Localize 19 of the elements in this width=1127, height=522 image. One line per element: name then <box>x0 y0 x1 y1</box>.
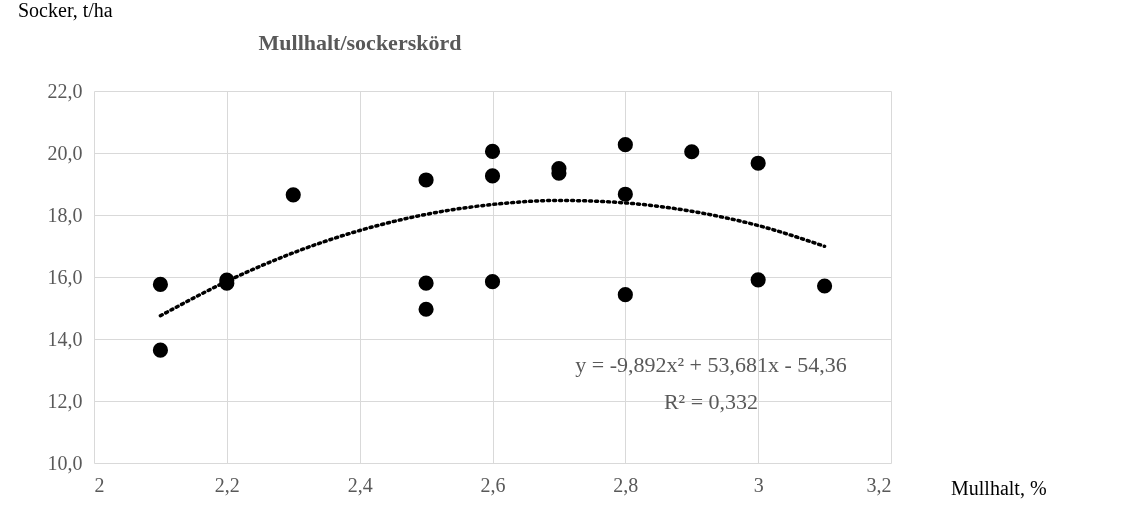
x-tick-label: 3,2 <box>866 473 892 496</box>
y-tick-label: 14,0 <box>47 327 83 350</box>
x-tick-label: 2,6 <box>480 473 506 496</box>
y-axis-title: Socker, t/ha <box>18 0 113 21</box>
y-tick-label: 20,0 <box>47 141 83 164</box>
x-tick-label: 3 <box>753 473 764 496</box>
x-tick-label: 2,2 <box>214 473 240 496</box>
x-tick-label: 2,4 <box>347 473 373 496</box>
y-tick-label: 16,0 <box>47 265 83 288</box>
annotation: R² = 0,332 <box>663 389 759 414</box>
x-axis-title: Mullhalt, % <box>951 477 1047 499</box>
y-tick-label: 18,0 <box>47 203 83 226</box>
y-tick-label: 10,0 <box>47 451 83 474</box>
x-tick-label: 2,8 <box>613 473 639 496</box>
x-tick-label: 2 <box>94 473 105 496</box>
annotation: y = -9,892x² + 53,681x - 54,36 <box>575 352 847 377</box>
y-tick-label: 22,0 <box>47 79 83 102</box>
chart-title: Mullhalt/sockerskörd <box>258 30 462 55</box>
y-tick-label: 12,0 <box>47 389 83 412</box>
